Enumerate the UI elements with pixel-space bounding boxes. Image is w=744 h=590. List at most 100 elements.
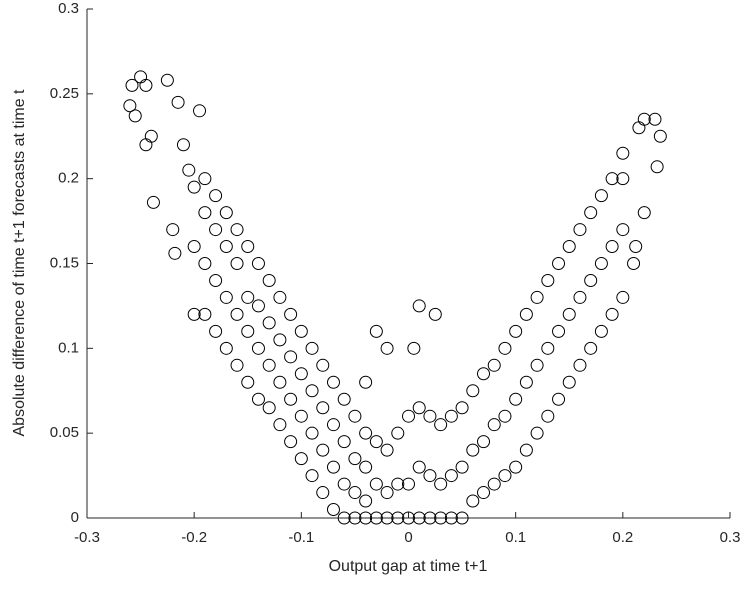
scatter-point bbox=[584, 273, 598, 287]
scatter-point bbox=[466, 443, 480, 457]
scatter-point bbox=[498, 469, 512, 483]
scatter-point bbox=[251, 257, 265, 270]
scatter-point bbox=[187, 307, 201, 321]
scatter-point bbox=[337, 511, 351, 525]
scatter-point bbox=[251, 341, 265, 355]
scatter-point bbox=[182, 163, 196, 177]
x-tick-label: 0.2 bbox=[612, 529, 633, 546]
scatter-point bbox=[412, 401, 426, 415]
y-axis-label: Absolute difference of time t+1 forecast… bbox=[11, 89, 28, 437]
scatter-point bbox=[594, 189, 608, 203]
scatter-point bbox=[273, 418, 287, 432]
scatter-point bbox=[134, 70, 148, 84]
scatter-point bbox=[230, 257, 244, 270]
scatter-point bbox=[487, 358, 501, 372]
scatter-point bbox=[616, 172, 630, 186]
scatter-point bbox=[168, 246, 182, 260]
scatter-point bbox=[648, 112, 662, 126]
scatter-point bbox=[369, 324, 383, 338]
scatter-point bbox=[198, 307, 212, 321]
y-tick-label: 0.2 bbox=[58, 170, 79, 187]
scatter-point bbox=[273, 290, 287, 304]
scatter-point bbox=[230, 223, 244, 237]
scatter-point bbox=[477, 486, 491, 500]
scatter-point bbox=[380, 486, 394, 500]
y-tick-label: 0.15 bbox=[50, 254, 79, 271]
scatter-point bbox=[198, 172, 212, 186]
scatter-point bbox=[584, 341, 598, 355]
scatter-point bbox=[519, 443, 533, 457]
scatter-point bbox=[166, 223, 180, 237]
scatter-point bbox=[359, 494, 373, 508]
scatter-point bbox=[498, 341, 512, 355]
scatter-point bbox=[412, 460, 426, 474]
scatter-point bbox=[562, 375, 576, 389]
scatter-point bbox=[466, 494, 480, 508]
scatter-point bbox=[326, 460, 340, 474]
scatter-point bbox=[262, 401, 276, 415]
scatter-point bbox=[187, 240, 201, 254]
scatter-point bbox=[562, 240, 576, 254]
scatter-point bbox=[391, 426, 405, 440]
scatter-point bbox=[251, 299, 265, 313]
scatter-point bbox=[530, 290, 544, 304]
scatter-point bbox=[176, 138, 190, 152]
x-tick-label: 0.3 bbox=[720, 529, 741, 546]
scatter-point bbox=[605, 240, 619, 254]
scatter-point bbox=[326, 375, 340, 389]
scatter-point bbox=[477, 435, 491, 449]
scatter-point bbox=[632, 121, 646, 135]
scatter-point bbox=[294, 367, 308, 381]
scatter-point bbox=[584, 206, 598, 220]
scatter-point bbox=[391, 477, 405, 491]
scatter-point bbox=[402, 409, 415, 423]
scatter-point bbox=[629, 240, 643, 254]
scatter-point bbox=[650, 160, 664, 174]
scatter-point bbox=[316, 486, 330, 500]
scatter-point bbox=[359, 460, 373, 474]
scatter-point bbox=[434, 418, 448, 432]
y-tick-label: 0.1 bbox=[58, 339, 79, 356]
x-tick-label: 0.1 bbox=[505, 529, 526, 546]
scatter-point bbox=[541, 273, 555, 287]
scatter-point bbox=[444, 511, 458, 525]
scatter-point bbox=[509, 324, 523, 338]
scatter-point bbox=[616, 146, 630, 160]
scatter-point bbox=[326, 418, 340, 432]
scatter-point bbox=[402, 511, 415, 525]
scatter-point bbox=[316, 358, 330, 372]
scatter-point bbox=[380, 443, 394, 457]
scatter-point bbox=[487, 477, 501, 491]
scatter-point bbox=[552, 392, 566, 406]
scatter-point bbox=[428, 307, 442, 321]
scatter-point bbox=[455, 511, 469, 525]
scatter-point bbox=[230, 307, 244, 321]
scatter-point bbox=[284, 435, 298, 449]
scatter-point bbox=[359, 375, 373, 389]
scatter-point bbox=[369, 511, 383, 525]
scatter-point bbox=[316, 443, 330, 457]
x-tick-label: -0.2 bbox=[181, 529, 207, 546]
scatter-point bbox=[160, 73, 174, 87]
scatter-point bbox=[509, 392, 523, 406]
scatter-point bbox=[530, 358, 544, 372]
scatter-point bbox=[423, 409, 437, 423]
scatter-point bbox=[348, 511, 362, 525]
scatter-point bbox=[541, 341, 555, 355]
scatter-point bbox=[562, 307, 576, 321]
scatter-point bbox=[305, 426, 319, 440]
scatter-point bbox=[616, 290, 630, 304]
scatter-point bbox=[477, 367, 491, 381]
scatter-point bbox=[219, 240, 233, 254]
scatter-point bbox=[251, 392, 265, 406]
scatter-point bbox=[241, 240, 255, 254]
scatter-point bbox=[262, 273, 276, 287]
scatter-point bbox=[139, 138, 153, 152]
scatter-point bbox=[294, 452, 308, 466]
scatter-point bbox=[316, 401, 330, 415]
scatter-point bbox=[359, 426, 373, 440]
scatter-point bbox=[434, 511, 448, 525]
scatter-point bbox=[369, 477, 383, 491]
scatter-point bbox=[444, 469, 458, 483]
scatter-point bbox=[412, 299, 426, 313]
